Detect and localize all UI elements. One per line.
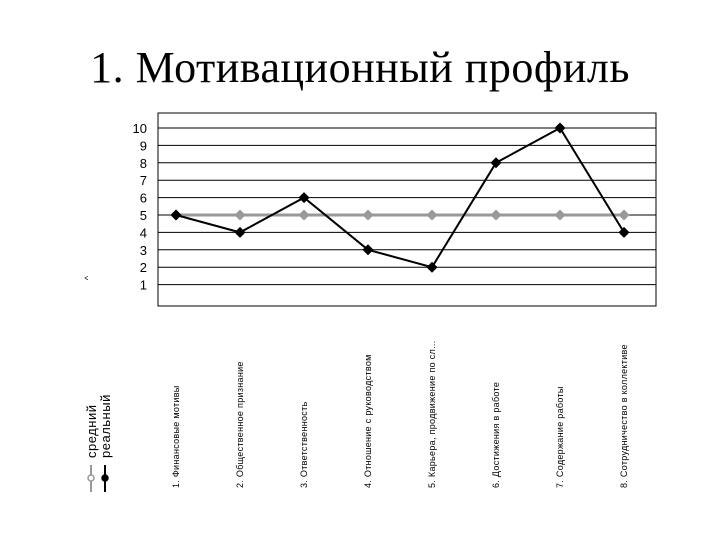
category-label: 7. Содержание работы	[555, 386, 565, 488]
y-tick-label: 5	[140, 208, 147, 223]
data-point	[362, 209, 374, 221]
category-label: 2. Общественное признание	[235, 361, 245, 488]
category-label: 3. Ответственность	[299, 401, 309, 488]
y-tick-label: 2	[140, 260, 147, 275]
legend-swatch-marker	[87, 474, 95, 482]
data-point	[554, 122, 566, 134]
stray-mark: ^	[83, 275, 93, 280]
data-point	[170, 209, 182, 221]
y-axis-ticks: 1 2 3 4 5 6 7 8 9 10	[133, 121, 147, 293]
gridlines	[158, 127, 656, 286]
series-line-real	[175, 126, 625, 269]
y-tick-label: 9	[140, 138, 147, 153]
data-point	[298, 209, 310, 221]
y-tick-label: 4	[140, 225, 147, 240]
y-tick-label: 8	[140, 156, 147, 171]
y-tick-label: 10	[133, 121, 147, 136]
data-point	[554, 209, 566, 221]
legend-swatch-marker	[101, 474, 109, 482]
y-tick-label: 3	[140, 243, 147, 258]
page-title: 1. Мотивационный профиль	[90, 43, 630, 92]
category-label: 6. Достижения в работе	[491, 382, 501, 488]
category-label: 5. Карьера, продвижение по сл...	[427, 341, 437, 488]
y-tick-label: 7	[140, 173, 147, 188]
data-point	[490, 157, 502, 169]
data-point	[234, 226, 246, 238]
data-point	[234, 209, 246, 221]
category-label: 1. Финансовые мотивы	[171, 385, 181, 488]
category-label: 4. Отношение с руководством	[363, 354, 373, 488]
data-point	[426, 209, 438, 221]
legend: средний реальный	[84, 394, 113, 492]
plot-area	[157, 112, 657, 307]
data-point	[362, 244, 374, 256]
series-group	[170, 122, 630, 273]
data-point	[298, 192, 310, 204]
category-labels: 1. Финансовые мотивы 2. Общественное приз…	[171, 341, 629, 488]
data-point	[618, 226, 630, 238]
legend-label: средний	[84, 405, 99, 458]
data-point	[618, 209, 630, 221]
data-point	[426, 261, 438, 273]
data-point	[490, 209, 502, 221]
y-tick-label: 1	[140, 278, 147, 293]
y-tick-label: 6	[140, 191, 147, 206]
category-label: 8. Сотрудничество в коллективе	[619, 344, 629, 488]
legend-label: реальный	[98, 394, 113, 458]
